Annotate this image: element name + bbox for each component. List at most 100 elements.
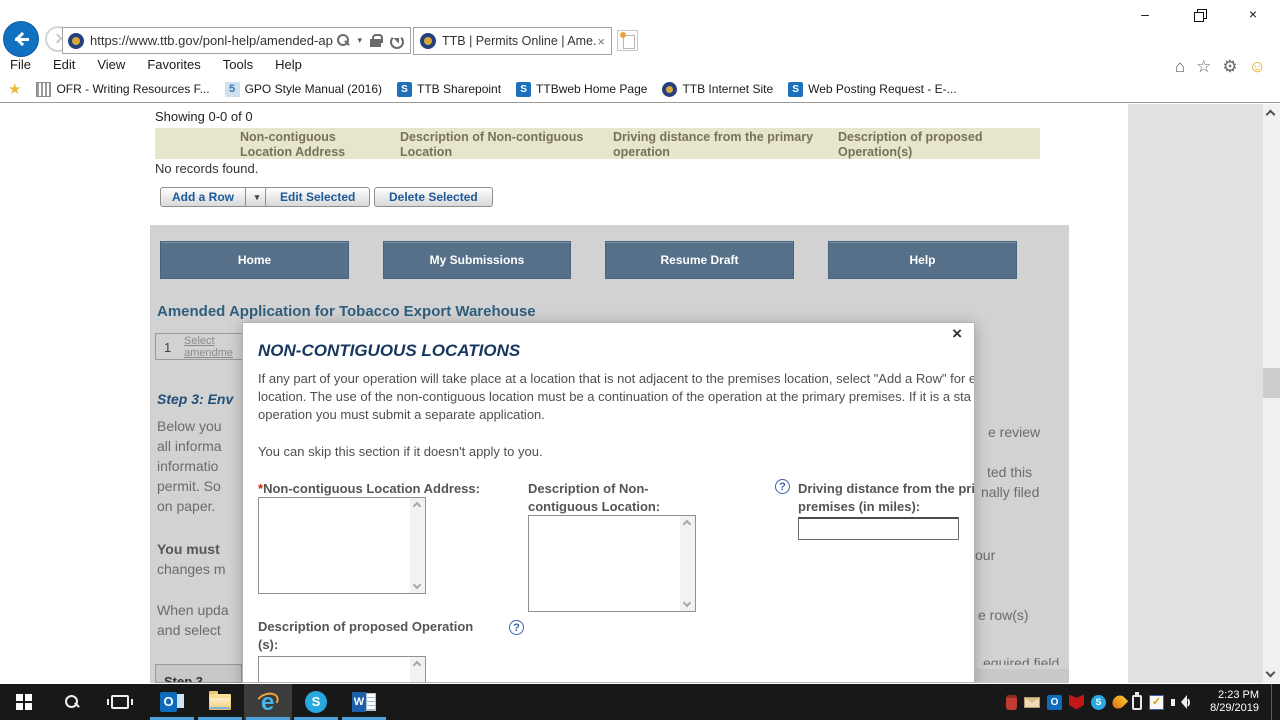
add-row-button[interactable]: Add a Row [160,187,246,207]
tray-skype-icon[interactable]: S [1091,694,1106,710]
nav-help-button[interactable]: Help [828,241,1017,279]
taskbar-search-button[interactable] [48,684,96,720]
new-tab-button[interactable] [617,30,638,51]
driving-distance-input[interactable] [798,517,959,540]
feedback-smiley-icon[interactable]: ☺ [1248,57,1266,76]
help-icon[interactable]: ? [509,620,524,635]
menu-favorites[interactable]: Favorites [147,57,201,72]
description-textarea[interactable] [528,515,696,612]
page-content: Showing 0-0 of 0 Non-contiguous Location… [0,104,1263,683]
taskbar-clock[interactable]: 2:23 PM 8/29/2019 [1199,689,1259,715]
forward-arrow-icon [52,33,63,44]
gear-icon[interactable]: ⚙ [1222,57,1238,76]
step-link[interactable]: Select amendme [184,335,233,359]
tab-close-icon[interactable]: × [597,33,605,49]
taskbar: O e S W O S ✓ 2:23 PM 8/29/2019 [0,684,1280,720]
textarea-scrollbar[interactable] [410,657,425,682]
scroll-up-icon[interactable] [682,519,692,529]
tray-checkmark-icon[interactable]: ✓ [1149,694,1164,710]
skype-icon: S [305,691,327,713]
refresh-icon[interactable] [389,34,404,49]
search-icon[interactable] [336,34,350,47]
file-explorer-icon [209,691,231,710]
table-header-row: Non-contiguous Location Address Descript… [155,128,1040,159]
menu-help[interactable]: Help [275,57,302,72]
driving-distance-label: Driving distance from the primary premis… [798,481,974,514]
favorite-gpo[interactable]: 5 GPO Style Manual (2016) [224,81,382,97]
taskbar-explorer-button[interactable] [196,684,244,720]
tray-battery-icon[interactable] [1006,694,1017,710]
scroll-down-icon[interactable] [682,598,692,608]
page-side-area [1128,104,1263,683]
volume-icon[interactable] [1171,694,1190,710]
address-bar[interactable]: https://www.ttb.gov/ponl-help/amended-ap… [62,27,411,54]
minimize-button[interactable]: – [1141,6,1149,22]
taskbar-outlook-button[interactable]: O [148,684,196,720]
back-button[interactable] [3,21,39,57]
tray-outlook-icon[interactable]: O [1047,694,1062,710]
scroll-down-icon[interactable] [1265,667,1276,678]
close-button[interactable]: × [1248,6,1258,22]
menu-file[interactable]: File [10,57,31,72]
url-text[interactable]: https://www.ttb.gov/ponl-help/amended-ap [90,33,333,48]
tray-mcafee-icon[interactable] [1069,694,1084,710]
modal-paragraph-line: operation you must submit a separate app… [258,407,545,422]
modal-title: NON-CONTIGUOUS LOCATIONS [258,341,521,360]
favorite-web-posting[interactable]: S Web Posting Request - E-... [788,81,957,97]
favorite-ofr[interactable]: OFR - Writing Resources F... [36,81,210,97]
next-step-tab[interactable]: Step 3 [155,664,242,683]
scroll-up-icon[interactable] [412,501,422,511]
proposed-operations-textarea[interactable] [258,656,426,682]
step-1-tab[interactable]: 1 Select amendme [155,333,243,360]
textarea-scrollbar[interactable] [410,498,425,593]
taskbar-skype-button[interactable]: S [292,684,340,720]
scroll-up-icon[interactable] [412,660,422,670]
tray-mail-icon[interactable] [1024,696,1040,708]
proposed-operations-label: Description of proposed Operation (s): [258,619,474,652]
tab-favicon [420,33,436,49]
column-header: Description of proposed Operation(s) [838,130,983,159]
favorite-ttb-sharepoint[interactable]: S TTB Sharepoint [397,81,501,97]
home-icon[interactable]: ⌂ [1174,57,1186,76]
background-text-right: e review ted this nally filed our e row(… [975,424,1060,665]
page-scrollbar[interactable] [1263,104,1280,683]
internet-explorer-icon: e [254,689,281,716]
tray-flame-icon[interactable] [1109,692,1129,712]
edit-selected-button[interactable]: Edit Selected [265,187,371,207]
sharepoint-icon: S [788,81,804,97]
help-icon[interactable]: ? [775,479,790,494]
add-favorite-icon[interactable]: ★ [8,81,22,98]
modal-close-icon[interactable]: × [952,324,962,343]
tray-usb-icon[interactable] [1132,691,1142,710]
start-button[interactable] [0,684,48,720]
scroll-down-icon[interactable] [412,580,422,590]
favorite-ttbweb[interactable]: S TTBweb Home Page [516,81,647,97]
task-view-button[interactable] [96,684,144,720]
restore-button[interactable] [1172,0,1226,28]
favorite-ttb-internet[interactable]: TTB Internet Site [662,81,773,97]
nav-my-submissions-button[interactable]: My Submissions [383,241,571,279]
menu-tools[interactable]: Tools [222,57,254,72]
scrollbar-thumb[interactable] [1263,368,1280,398]
address-dropdown-icon[interactable]: ▾ [357,35,362,45]
textarea-scrollbar[interactable] [680,516,695,611]
required-asterisk: * [258,481,264,496]
nav-home-button[interactable]: Home [160,241,349,279]
nav-resume-draft-button[interactable]: Resume Draft [605,241,794,279]
scroll-up-icon[interactable] [1265,109,1276,120]
menu-view[interactable]: View [97,57,126,72]
taskbar-word-button[interactable]: W [340,684,388,720]
show-desktop-button[interactable] [1271,684,1276,720]
ttb-logo-icon [662,81,678,97]
no-records-text: No records found. [155,161,259,176]
section-bar [975,669,1069,683]
taskbar-ie-button[interactable]: e [244,684,292,720]
menu-edit[interactable]: Edit [52,57,76,72]
gpo-icon: 5 [224,81,240,97]
browser-tab[interactable]: TTB | Permits Online | Ame... × [413,27,612,55]
favorites-star-icon[interactable]: ☆ [1196,57,1212,76]
lock-icon [370,34,383,47]
favorites-bar: ★ OFR - Writing Resources F... 5 GPO Styl… [8,80,957,98]
delete-selected-button[interactable]: Delete Selected [374,187,493,207]
address-textarea[interactable] [258,497,426,594]
